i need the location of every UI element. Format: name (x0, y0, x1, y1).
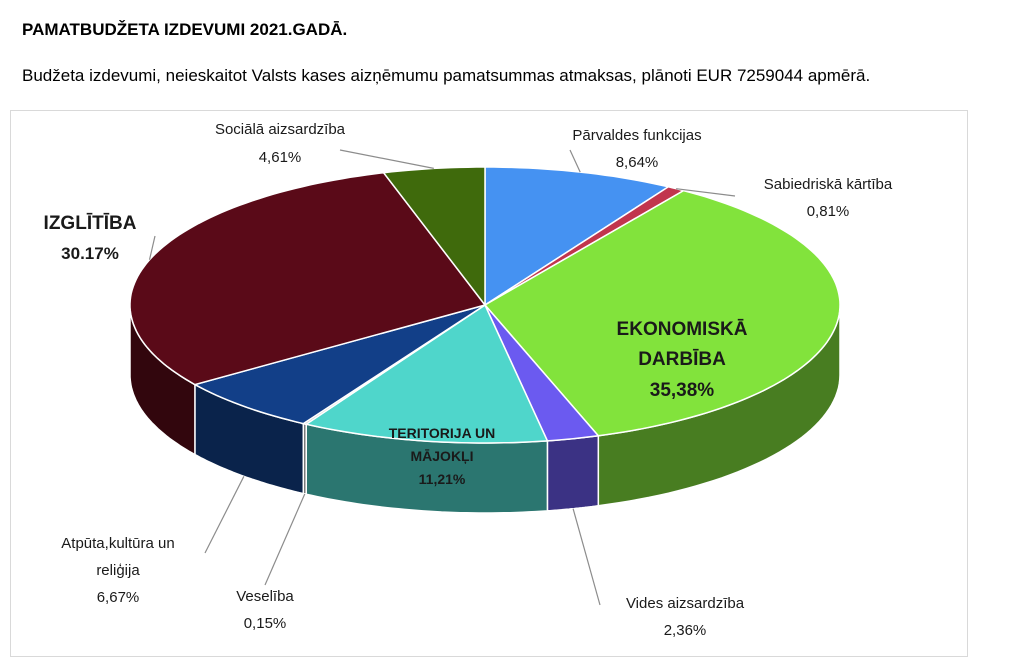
leader-line-veselība (264, 493, 306, 586)
slice-label-atpūta-2: reliģija (96, 562, 140, 579)
leader-lines (148, 149, 736, 606)
pie-slice-teritorija-un-mājokļi (304, 303, 549, 444)
slice-value-sabiedriskā-kārtība: 0,81% (807, 203, 850, 220)
slice-label-vides-aizsardzība: Vides aizsardzība (626, 595, 745, 612)
pie-slice-ekonomiskā-darbība (483, 189, 841, 437)
leader-line-atpūta-kultūra-un-reliģija (204, 476, 245, 554)
pie-slice-vides-aizsardzība (484, 304, 600, 442)
slice-value-ekonomiskā-darbība: 35,38% (650, 380, 715, 401)
slice-label-izglītība: IZGLĪTĪBA (44, 213, 137, 234)
leader-line-sociālā-aizsardzība (339, 149, 434, 169)
slice-label-teritorija-2: MĀJOKĻI (411, 448, 474, 464)
pie-slice-atpūta-kultūra-un-reliģija (192, 304, 486, 425)
slice-value-teritorija: 11,21% (419, 471, 466, 487)
leader-line-izglītība (148, 235, 156, 260)
slice-value-veselība: 0,15% (244, 615, 287, 632)
leader-line-vides-aizsardzība (572, 508, 601, 606)
leader-line-sabiedriskā-kārtība (676, 188, 736, 197)
slice-label-ekonomiskā-darbība-2: DARBĪBA (638, 349, 726, 370)
slice-label-pārvaldes-funkcijas: Pārvaldes funkcijas (572, 127, 701, 144)
slice-value-atpūta: 6,67% (97, 589, 140, 606)
pie-sides (129, 304, 841, 514)
slice-label-veselība: Veselība (236, 588, 294, 605)
leader-line-pārvaldes-funkcijas (569, 149, 581, 173)
slice-value-pārvaldes-funkcijas: 8,64% (616, 154, 659, 171)
slice-label-socialā-aizsardzība: Sociālā aizsardzība (215, 121, 346, 138)
slice-label-ekonomiskā-darbība-1: EKONOMISKĀ (617, 319, 748, 340)
pie-tops (129, 166, 841, 444)
page-subtitle: Budžeta izdevumi, neieskaitot Valsts kas… (22, 66, 871, 85)
pie-side-vides-aizsardzība (546, 434, 600, 512)
slice-value-izglītība: 30.17% (61, 244, 119, 263)
slice-value-socialā-aizsardzība: 4,61% (259, 149, 302, 166)
slice-label-sabiedriskā-kārtība: Sabiedriskā kārtība (764, 176, 893, 193)
slice-value-vides-aizsardzība: 2,36% (664, 622, 707, 639)
slice-label-teritorija-1: TERITORIJA UN (389, 425, 496, 441)
page-title: PAMATBUDŽETA IZDEVUMI 2021.GADĀ. (22, 20, 348, 39)
slice-label-atpūta-1: Atpūta,kultūra un (61, 535, 174, 552)
